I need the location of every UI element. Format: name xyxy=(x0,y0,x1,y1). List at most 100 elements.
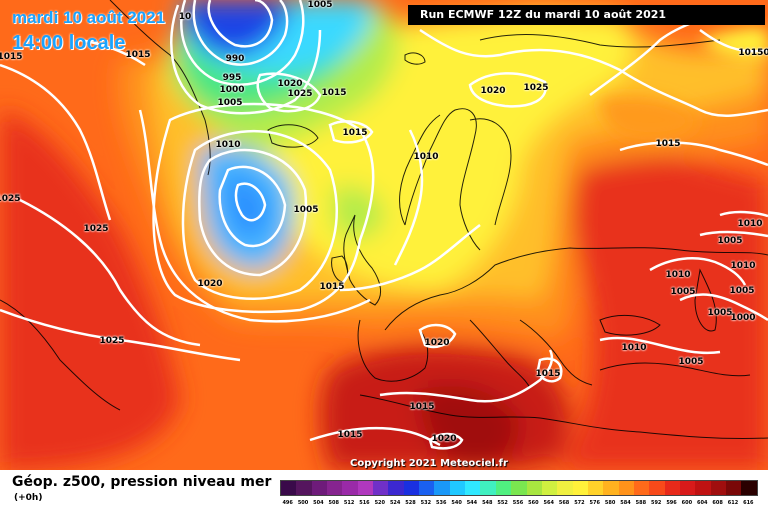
scale-swatch xyxy=(587,481,604,495)
scale-swatch xyxy=(679,481,696,495)
isobar-1015-nw xyxy=(79,38,146,67)
isobar-1005-east xyxy=(679,293,768,322)
pressure-label: 1015 xyxy=(0,52,23,62)
field-red-west xyxy=(0,110,180,470)
scale-swatch xyxy=(434,481,450,495)
scale-tick-label: 536 xyxy=(436,500,447,506)
coast-iceland xyxy=(267,124,319,148)
isobar-1010-med-east xyxy=(536,357,563,383)
scale-swatch xyxy=(281,481,297,495)
coast-turkey xyxy=(599,362,751,377)
scale-swatch xyxy=(572,481,588,495)
coast-africa xyxy=(359,394,768,440)
field-yellow-east xyxy=(700,28,768,57)
pressure-label: 1005 xyxy=(307,0,333,10)
scale-swatch xyxy=(311,481,328,495)
coast-balkans xyxy=(519,319,593,386)
scale-tick-label: 568 xyxy=(558,500,570,506)
scale-tick-label: 516 xyxy=(359,500,370,506)
scale-tick-label: 512 xyxy=(343,500,355,506)
pressure-label: 1005 xyxy=(670,287,696,297)
scale-tick-label: 596 xyxy=(666,500,677,506)
pressure-label: 1015 xyxy=(337,430,363,440)
isobar-1015-ne xyxy=(619,141,768,167)
scale-tick-label: 600 xyxy=(681,500,693,506)
field-red-east xyxy=(560,147,768,470)
isobar-1010-east2 xyxy=(649,257,747,286)
pressure-label: 1010 xyxy=(215,140,241,150)
scale-swatch xyxy=(296,481,312,495)
scale-tick-label: 580 xyxy=(604,500,616,506)
isobar-low-north-1 xyxy=(207,0,274,48)
scale-swatch xyxy=(357,481,374,495)
coast-russia-north xyxy=(479,34,721,48)
pressure-label: 1025 xyxy=(287,89,313,99)
scale-tick-label: 604 xyxy=(697,500,708,506)
legend-title: Géop. z500, pression niveau mer xyxy=(12,474,272,490)
scale-tick-label: 572 xyxy=(574,500,585,506)
scale-tick-label: 540 xyxy=(451,500,462,506)
isobar-1020-mid2 xyxy=(256,72,322,113)
scale-swatch xyxy=(327,481,343,495)
isobar-low-north-2 xyxy=(192,0,289,66)
isobar-1025-west xyxy=(19,198,201,347)
scale-swatch xyxy=(511,481,527,495)
coast-scandinavia xyxy=(404,108,481,251)
scale-tick-label: 588 xyxy=(635,500,647,506)
scale-tick-label: 500 xyxy=(297,500,309,506)
coast-svalbard xyxy=(404,52,426,65)
pressure-label: 1015 xyxy=(655,139,681,149)
field-orange-east xyxy=(600,96,700,140)
isobar-low-mid-2 xyxy=(218,165,287,248)
coast-norway xyxy=(399,114,441,226)
scale-swatch xyxy=(403,481,420,495)
scale-swatch xyxy=(725,481,742,495)
scale-swatch xyxy=(633,481,650,495)
scale-swatch xyxy=(649,481,665,495)
isobar-1020-west xyxy=(138,109,371,323)
scale-tick-label: 508 xyxy=(328,500,339,506)
copyright: Copyright 2021 Meteociel.fr xyxy=(350,458,508,469)
pressure-label: 1020 xyxy=(480,86,506,96)
scale-swatch xyxy=(495,481,512,495)
pressure-label: 1010 xyxy=(730,261,756,271)
scale-swatch xyxy=(741,481,757,495)
isobar-1020-east xyxy=(468,72,548,108)
scale-swatch xyxy=(388,481,404,495)
pressure-label: 1005 xyxy=(678,357,704,367)
isobar-1015-europe xyxy=(339,224,481,292)
isobar-low-mid-3 xyxy=(198,148,308,277)
scale-tick-label: 584 xyxy=(620,500,631,506)
pressure-label: 1005 xyxy=(293,205,319,215)
pressure-label: 1015 xyxy=(319,282,345,292)
isobar-1010-east xyxy=(599,336,721,355)
pressure-label: 10 xyxy=(178,12,192,22)
isobar-1015-mid xyxy=(152,102,375,314)
scale-tick-label: 504 xyxy=(313,500,324,506)
scale-swatch xyxy=(449,481,466,495)
scale-tick-label: 520 xyxy=(374,500,386,506)
pressure-label: 1005 xyxy=(707,308,733,318)
isobar-1010-east4 xyxy=(719,210,768,218)
pressure-label: 1005 xyxy=(717,236,743,246)
pressure-label: 1015 xyxy=(342,128,368,138)
coast-blacksea xyxy=(599,315,661,336)
map-time: 14:00 locale xyxy=(12,32,126,54)
pressure-label: 1005 xyxy=(217,98,243,108)
pressure-label: 1005 xyxy=(729,286,755,296)
isobar-1015-east xyxy=(419,28,768,118)
pressure-label: 995 xyxy=(222,73,242,83)
isobar-low-mid-1 xyxy=(234,182,267,222)
pressure-label: 1020 xyxy=(431,434,457,444)
isobar-1010-scand xyxy=(393,129,424,266)
isobar-1015-north xyxy=(328,120,374,144)
pressure-label: 10150 xyxy=(738,48,768,58)
isobar-low-north-4 xyxy=(170,4,322,115)
coastlines xyxy=(0,0,768,440)
scale-tick-label: 608 xyxy=(712,500,723,506)
scale-swatch xyxy=(618,481,634,495)
color-scale xyxy=(280,480,758,496)
coast-caspian xyxy=(694,268,717,332)
scale-swatch xyxy=(710,481,726,495)
coast-iberia xyxy=(357,319,429,382)
